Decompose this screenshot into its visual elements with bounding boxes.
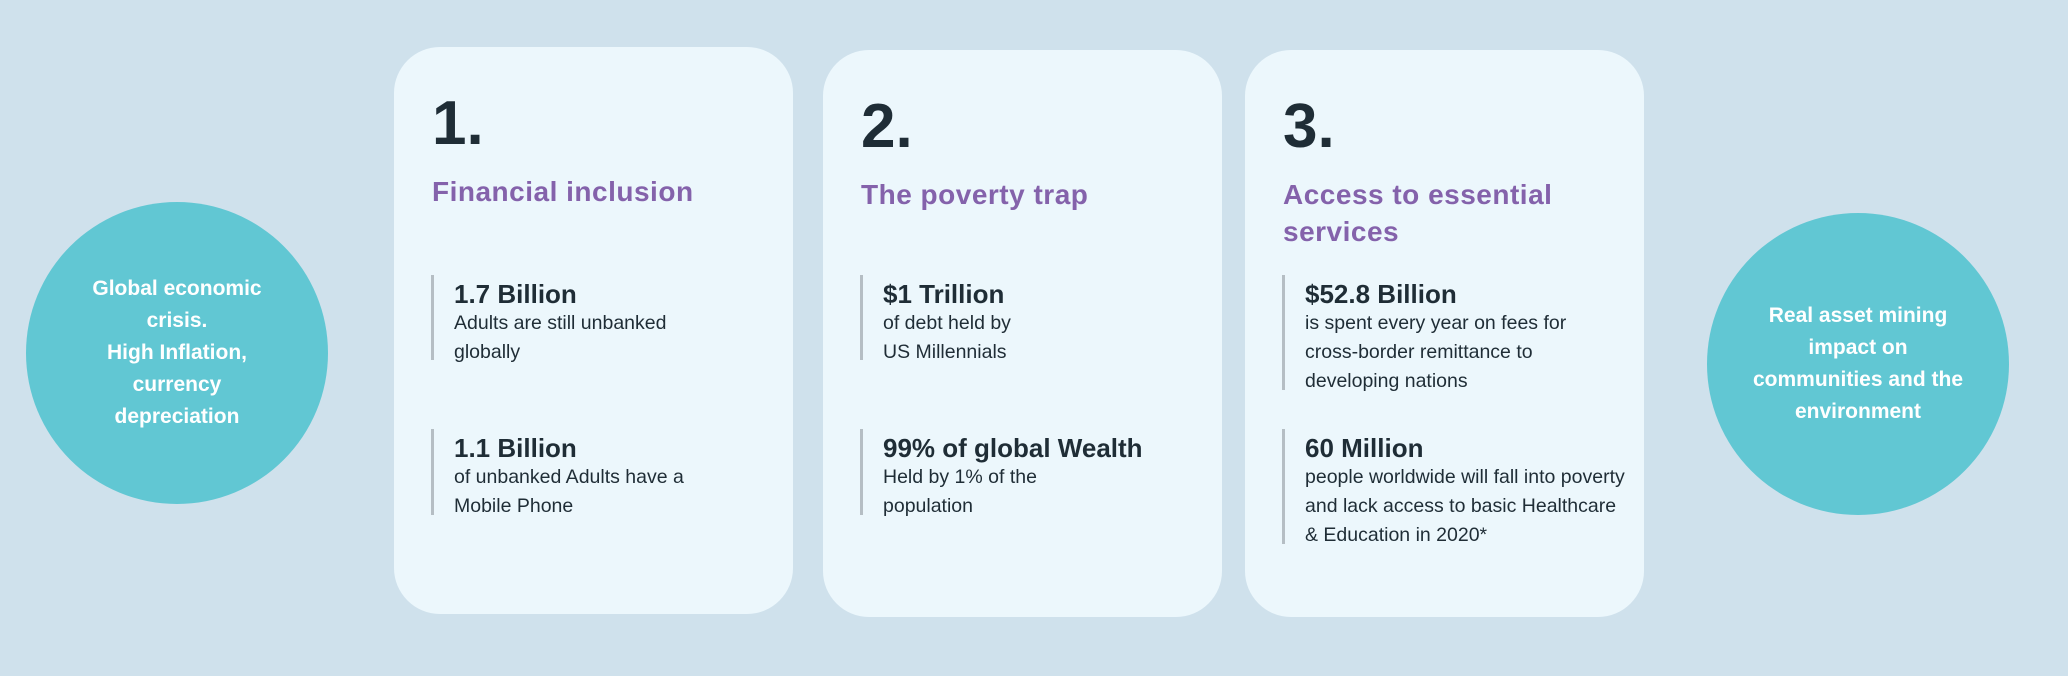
- stat-body: of debt held by US Millennials: [883, 312, 1011, 363]
- stat-title: 60 Million: [1305, 433, 1424, 463]
- left-circle-text: Global economic crisis. High Inflation, …: [92, 277, 262, 428]
- stat: 60 Million people worldwide will fall in…: [1282, 429, 1625, 546]
- stat-body: is spent every year on fees for cross-bo…: [1305, 312, 1567, 392]
- stat: $1 Trillion of debt held by US Millennia…: [860, 275, 1203, 363]
- stat: 1.1 Billion of unbanked Adults have a Mo…: [431, 429, 774, 517]
- stat-body: Adults are still unbanked globally: [454, 312, 667, 363]
- card-essential-services: 3. Access to essential services $52.8 Bi…: [1245, 50, 1644, 617]
- stat-title: $1 Trillion: [883, 279, 1005, 309]
- right-circle-text: Real asset mining impact on communities …: [1752, 304, 1964, 423]
- stat-title: 99% of global Wealth: [883, 433, 1143, 463]
- card-heading: Financial inclusion: [432, 176, 694, 207]
- card-heading: The poverty trap: [861, 179, 1089, 210]
- card-number: 1.: [432, 89, 484, 158]
- stat-body: people worldwide will fall into poverty …: [1305, 466, 1625, 546]
- stat-title: 1.7 Billion: [454, 279, 577, 309]
- card-financial-inclusion: 1. Financial inclusion 1.7 Billion Adult…: [394, 47, 793, 614]
- card-number: 3.: [1283, 92, 1335, 161]
- left-circle: Global economic crisis. High Inflation, …: [26, 202, 328, 504]
- card-heading: Access to essential services: [1283, 179, 1553, 247]
- stat: 1.7 Billion Adults are still unbanked gl…: [431, 275, 774, 363]
- card-number: 2.: [861, 92, 913, 161]
- stat-body: Held by 1% of the population: [883, 466, 1037, 517]
- stat-title: $52.8 Billion: [1305, 279, 1457, 309]
- right-circle: Real asset mining impact on communities …: [1707, 213, 2009, 515]
- stat: 99% of global Wealth Held by 1% of the p…: [860, 429, 1203, 517]
- card-poverty-trap: 2. The poverty trap $1 Trillion of debt …: [823, 50, 1222, 617]
- stat-title: 1.1 Billion: [454, 433, 577, 463]
- stat: $52.8 Billion is spent every year on fee…: [1282, 275, 1625, 392]
- stat-body: of unbanked Adults have a Mobile Phone: [454, 466, 684, 517]
